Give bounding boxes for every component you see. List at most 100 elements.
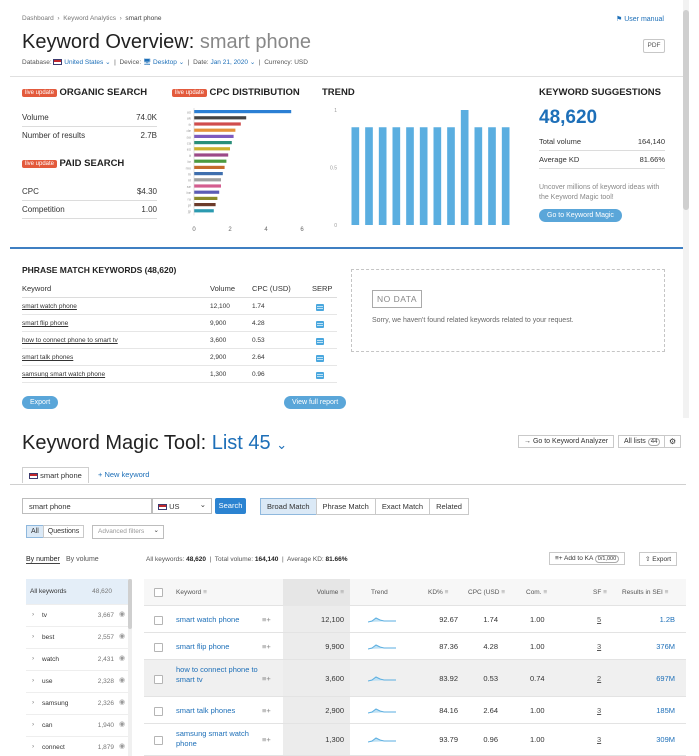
add-to-list-icon[interactable]: ≡+ bbox=[262, 615, 271, 624]
th-cpc[interactable]: CPC (USD ≡ bbox=[468, 589, 505, 596]
country-select[interactable]: US ⌄ bbox=[152, 498, 212, 514]
device-select[interactable]: 🖥 Desktop ⌄ bbox=[142, 59, 186, 66]
filter-questions-button[interactable]: Questions bbox=[42, 525, 85, 538]
keyword-link[interactable]: how to connect phone to smart tv bbox=[176, 665, 258, 684]
export-button[interactable]: ⇧ Export bbox=[639, 552, 678, 566]
advanced-filters-select[interactable]: Advanced filters ⌄ bbox=[92, 525, 164, 539]
paid-search-title: PAID SEARCH bbox=[59, 158, 125, 169]
th-results[interactable]: Results in SEI ≡ bbox=[622, 589, 668, 596]
eye-icon[interactable]: ◉ bbox=[119, 633, 126, 640]
related-button[interactable]: Related bbox=[429, 498, 469, 515]
settings-button[interactable]: ⚙ bbox=[664, 435, 682, 448]
eye-icon[interactable]: ◉ bbox=[119, 655, 126, 662]
view-full-report-button[interactable]: View full report bbox=[284, 396, 347, 409]
sf-link[interactable]: 3 bbox=[597, 735, 602, 744]
group-item[interactable]: › best 2,557 ◉ bbox=[26, 627, 132, 649]
scrollbar-thumb[interactable] bbox=[683, 10, 689, 210]
all-keywords-value: 48,620 bbox=[186, 556, 206, 563]
results-link[interactable]: 185M bbox=[656, 706, 675, 715]
keyword-suggestions-count[interactable]: 48,620 bbox=[539, 107, 598, 128]
th-volume[interactable]: Volume ≡ bbox=[283, 579, 350, 606]
add-to-ka-button[interactable]: ≡+ Add to KA 0/1,000 bbox=[549, 552, 626, 565]
sf-link[interactable]: 3 bbox=[597, 642, 602, 651]
group-item[interactable]: › use 2,328 ◉ bbox=[26, 671, 132, 693]
phrase-match-button[interactable]: Phrase Match bbox=[315, 498, 376, 515]
eye-icon[interactable]: ◉ bbox=[119, 743, 126, 750]
add-to-list-icon[interactable]: ≡+ bbox=[262, 735, 271, 744]
scrollbar[interactable] bbox=[683, 0, 689, 418]
serp-icon[interactable] bbox=[316, 355, 324, 362]
all-lists-button[interactable]: All lists 44 bbox=[618, 435, 667, 448]
sf-link[interactable]: 5 bbox=[597, 615, 602, 624]
export-button[interactable]: Export bbox=[22, 396, 59, 409]
phrase-keyword-link[interactable]: smart watch phone bbox=[22, 303, 77, 310]
sort-by-volume[interactable]: By volume bbox=[66, 556, 99, 563]
exact-match-button[interactable]: Exact Match bbox=[374, 498, 431, 515]
results-link[interactable]: 376M bbox=[656, 642, 675, 651]
cpc-distribution-title: CPC DISTRIBUTION bbox=[209, 87, 300, 98]
groups-scrollbar-thumb[interactable] bbox=[128, 579, 132, 629]
group-item[interactable]: › connect 1,879 ◉ bbox=[26, 737, 132, 756]
add-to-list-icon[interactable]: ≡+ bbox=[262, 674, 271, 683]
phrase-keyword-link[interactable]: samsung smart watch phone bbox=[22, 371, 106, 378]
keyword-link[interactable]: samsung smart watch phone bbox=[176, 729, 249, 748]
search-button[interactable]: Search bbox=[215, 498, 246, 514]
th-sf[interactable]: SF ≡ bbox=[593, 589, 607, 596]
groups-scrollbar[interactable] bbox=[128, 579, 132, 756]
sf-link[interactable]: 3 bbox=[597, 706, 602, 715]
user-manual-link[interactable]: ⚑ User manual bbox=[616, 15, 664, 23]
group-item[interactable]: › watch 2,431 ◉ bbox=[26, 649, 132, 671]
group-item-all-keywords[interactable]: All keywords 48,620 bbox=[26, 579, 132, 605]
add-to-list-icon[interactable]: ≡+ bbox=[262, 706, 271, 715]
pdf-button[interactable]: PDF bbox=[643, 39, 665, 53]
group-item[interactable]: › can 1,940 ◉ bbox=[26, 715, 132, 737]
date-select[interactable]: Jan 21, 2020 ⌄ bbox=[210, 59, 258, 66]
phrase-keyword-link[interactable]: how to connect phone to smart tv bbox=[22, 337, 118, 344]
go-to-keyword-analyzer-button[interactable]: → Go to Keyword Analyzer bbox=[518, 435, 615, 448]
keyword-link[interactable]: smart talk phones bbox=[176, 706, 236, 715]
filter-all-button[interactable]: All bbox=[26, 525, 44, 538]
eye-icon[interactable]: ◉ bbox=[119, 699, 126, 706]
breadcrumb-item-keyword-analytics[interactable]: Keyword Analytics bbox=[63, 15, 116, 22]
row-checkbox[interactable] bbox=[154, 707, 163, 716]
list-selector[interactable]: List 45 ⌄ bbox=[212, 432, 287, 454]
search-input[interactable]: smart phone bbox=[22, 498, 152, 514]
sort-by-number[interactable]: By number bbox=[26, 556, 60, 564]
keyword-link[interactable]: smart flip phone bbox=[176, 642, 230, 651]
serp-icon[interactable] bbox=[316, 321, 324, 328]
results-link[interactable]: 309M bbox=[656, 735, 675, 744]
phrase-keyword-link[interactable]: smart flip phone bbox=[22, 320, 69, 327]
results-link[interactable]: 1.2B bbox=[659, 615, 675, 624]
row-checkbox[interactable] bbox=[154, 616, 163, 625]
serp-icon[interactable] bbox=[316, 338, 324, 345]
th-com[interactable]: Com. ≡ bbox=[526, 589, 547, 596]
cpc-category-label: mx bbox=[186, 165, 191, 170]
select-all-checkbox[interactable] bbox=[154, 588, 163, 597]
phrase-keyword-link[interactable]: smart talk phones bbox=[22, 354, 74, 361]
serp-icon[interactable] bbox=[316, 304, 324, 311]
group-item[interactable]: › samsung 2,326 ◉ bbox=[26, 693, 132, 715]
database-select[interactable]: United States ⌄ bbox=[53, 59, 112, 66]
eye-icon[interactable]: ◉ bbox=[119, 611, 126, 618]
row-checkbox[interactable] bbox=[154, 736, 163, 745]
add-to-list-icon[interactable]: ≡+ bbox=[262, 642, 271, 651]
new-keyword-tab[interactable]: + New keyword bbox=[98, 470, 150, 479]
sf-link[interactable]: 2 bbox=[597, 674, 602, 683]
row-checkbox[interactable] bbox=[154, 675, 163, 684]
go-to-keyword-magic-button[interactable]: Go to Keyword Magic bbox=[539, 209, 622, 222]
keyword-link[interactable]: smart watch phone bbox=[176, 615, 240, 624]
th-keyword[interactable]: Keyword ≡ bbox=[176, 589, 207, 596]
row-checkbox[interactable] bbox=[154, 643, 163, 652]
cpc-category-label: au bbox=[187, 134, 191, 139]
keyword-row: samsung smart watch phone ≡+ 1,300 93.79 0.9… bbox=[144, 724, 686, 756]
results-link[interactable]: 697M bbox=[656, 674, 675, 683]
broad-match-button[interactable]: Broad Match bbox=[260, 498, 317, 515]
serp-icon[interactable] bbox=[316, 372, 324, 379]
eye-icon[interactable]: ◉ bbox=[119, 677, 126, 684]
group-item[interactable]: › tv 3,667 ◉ bbox=[26, 605, 132, 627]
th-kd[interactable]: KD% ≡ bbox=[428, 589, 448, 596]
th-com-label: Com. bbox=[526, 589, 542, 596]
tab-smart-phone[interactable]: smart phone bbox=[22, 467, 89, 483]
breadcrumb-item-dashboard[interactable]: Dashboard bbox=[22, 15, 54, 22]
eye-icon[interactable]: ◉ bbox=[119, 721, 126, 728]
